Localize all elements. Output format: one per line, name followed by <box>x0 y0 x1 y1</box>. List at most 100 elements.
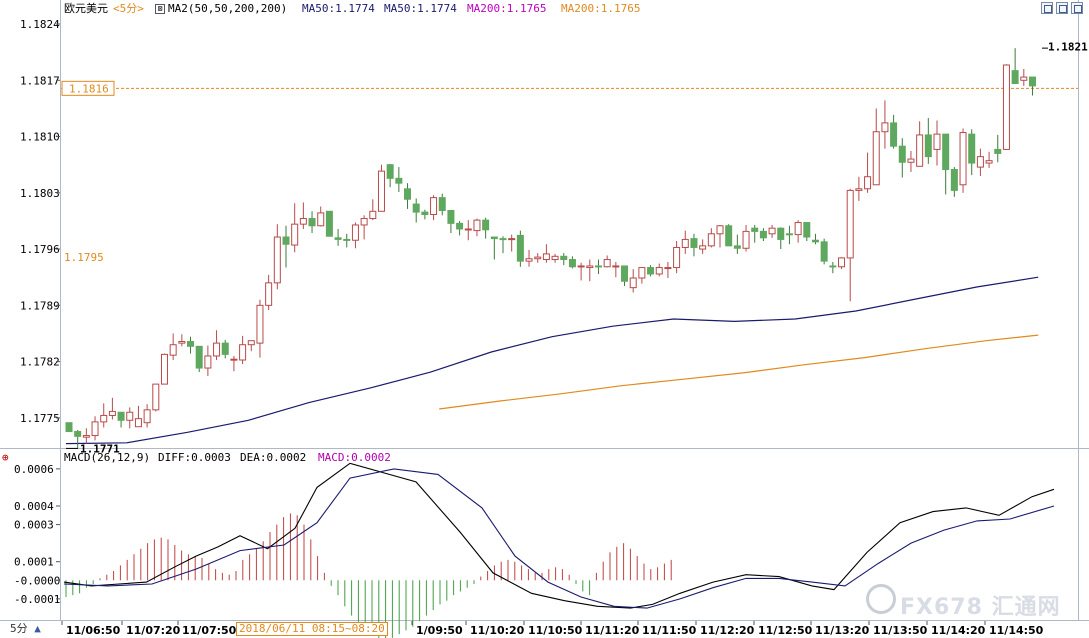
candle-body-up <box>473 219 481 232</box>
macd-tick-label: 0.0003 <box>14 519 54 532</box>
ma50-value-b: MA50:1.1774 <box>384 2 457 15</box>
candle-body-up <box>716 225 724 235</box>
candle-body-down <box>325 210 333 237</box>
candle-body-down <box>395 177 403 184</box>
candle-body-up <box>586 265 594 269</box>
candle-body-down <box>282 236 290 245</box>
candle-body-up <box>273 236 281 284</box>
macd-value-label: MACD:0.0002 <box>318 451 391 464</box>
candle-body-up <box>603 259 611 268</box>
time-tick-label: 11/07:20 <box>126 624 181 637</box>
candle-body-down <box>647 267 655 275</box>
candle-body-down <box>751 227 759 232</box>
candle-body-up <box>430 197 438 216</box>
macd-dea-label: DEA:0.0002 <box>240 451 307 464</box>
candle-body-down <box>898 145 906 163</box>
candle-body-down <box>490 236 498 240</box>
candle-body-down <box>386 164 394 179</box>
candle-body-up <box>655 267 663 275</box>
macd-settings-icon[interactable]: ⊕ <box>2 451 9 464</box>
candle-body-up <box>169 344 177 356</box>
window-icon[interactable] <box>1071 2 1083 14</box>
ma50-value-a: MA50:1.1774 <box>302 2 375 15</box>
candle-body-down <box>187 341 195 347</box>
candle-body-down <box>421 211 429 216</box>
macd-tick-label: 0.0001 <box>14 556 54 569</box>
time-tick-label: 11/11:50 <box>642 624 697 637</box>
selected-range-label: 2018/06/11 08:15~08:20 <box>236 622 388 636</box>
ma50-line <box>65 276 1039 445</box>
price-tick-label: 1.1824 <box>20 18 60 31</box>
time-tick-label: 11/07:50 <box>182 624 237 637</box>
price-tick-label: 1.1789 <box>20 299 60 312</box>
candle-body-down <box>733 245 741 249</box>
price-axis: 1.1824 1.1817 1.1810 1.1803 1.1796 1.1789 1.17… <box>20 18 60 425</box>
ma200-value-a: MA200:1.1765 <box>467 2 547 15</box>
candle-body-down <box>1011 70 1019 84</box>
candle-body-up <box>213 342 221 357</box>
macd-tick-label: 0.0006 <box>14 463 54 476</box>
macd-diff-label: DIFF:0.0003 <box>158 451 231 464</box>
candle-body-up <box>577 265 585 268</box>
zoom-icon[interactable] <box>1056 2 1068 14</box>
candle-body-up <box>542 253 550 261</box>
candle-body-down <box>994 148 1002 154</box>
candle-body-down <box>1028 76 1036 87</box>
candle-body-down <box>195 345 203 369</box>
candle-body-down <box>334 237 342 240</box>
candle-body-up <box>872 131 880 186</box>
candle-body-up <box>152 383 160 411</box>
candle-body-up <box>916 134 924 167</box>
symbol-label: 欧元美元 <box>64 2 108 15</box>
time-tick-label: 11/14:20 <box>931 624 986 637</box>
candle-body-up <box>265 282 273 306</box>
candle-body-up <box>907 158 915 163</box>
time-tick-label: 1/09:50 <box>416 624 463 637</box>
period-selector-label: 5分 <box>10 622 28 635</box>
candle-body-up <box>239 344 247 361</box>
indicator-toggle-icon[interactable]: ⊠ <box>155 4 165 14</box>
low-price-label: 1.1771 <box>80 442 120 455</box>
candle-body-up <box>126 411 134 421</box>
candle-body-up <box>508 238 516 241</box>
candle-body-down <box>438 197 446 211</box>
candle-body-down <box>499 238 507 241</box>
high-price-label: 1.1821 <box>1048 41 1088 54</box>
candle-body-up <box>160 353 168 385</box>
candle-body-down <box>343 238 351 241</box>
candle-body-up <box>838 257 846 268</box>
candle-body-up <box>855 188 863 191</box>
price-tick-label: 1.1803 <box>20 187 60 200</box>
candle-body-down <box>117 411 125 421</box>
macd-plot <box>63 462 1055 638</box>
time-tick-label: 11/13:50 <box>873 624 928 637</box>
candle-body-down <box>924 134 932 158</box>
candle-body-up <box>134 418 142 428</box>
candle-body-down <box>811 239 819 243</box>
candle-body-up <box>959 132 967 186</box>
price-tick-label: 1.1782 <box>20 356 60 369</box>
candle-body-down <box>568 259 576 268</box>
candle-body-down <box>412 203 420 213</box>
time-tick-label: 11/14:50 <box>989 624 1044 637</box>
candle-body-down <box>785 233 793 236</box>
layout-icon[interactable] <box>1041 2 1053 14</box>
candle-body-up <box>638 267 646 279</box>
candle-body-down <box>820 241 828 262</box>
time-tick-label: 11/06:50 <box>66 624 121 637</box>
period-selector[interactable]: 5分 ▲ <box>10 622 41 636</box>
candle-body-down <box>221 342 229 355</box>
candle-body-up <box>317 212 325 227</box>
candle-body-down <box>777 227 785 240</box>
candle-body-up <box>768 227 776 235</box>
time-tick-label: 11/10:50 <box>528 624 583 637</box>
candle-body-down <box>725 225 733 247</box>
candle-body-up <box>707 233 715 247</box>
macd-tick-label: -0.0001 <box>14 593 60 606</box>
candle-body-down <box>482 219 490 231</box>
candle-body-down <box>308 218 316 227</box>
candle-body-down <box>942 133 950 171</box>
candle-body-up <box>82 435 90 438</box>
candle-body-up <box>369 210 377 220</box>
